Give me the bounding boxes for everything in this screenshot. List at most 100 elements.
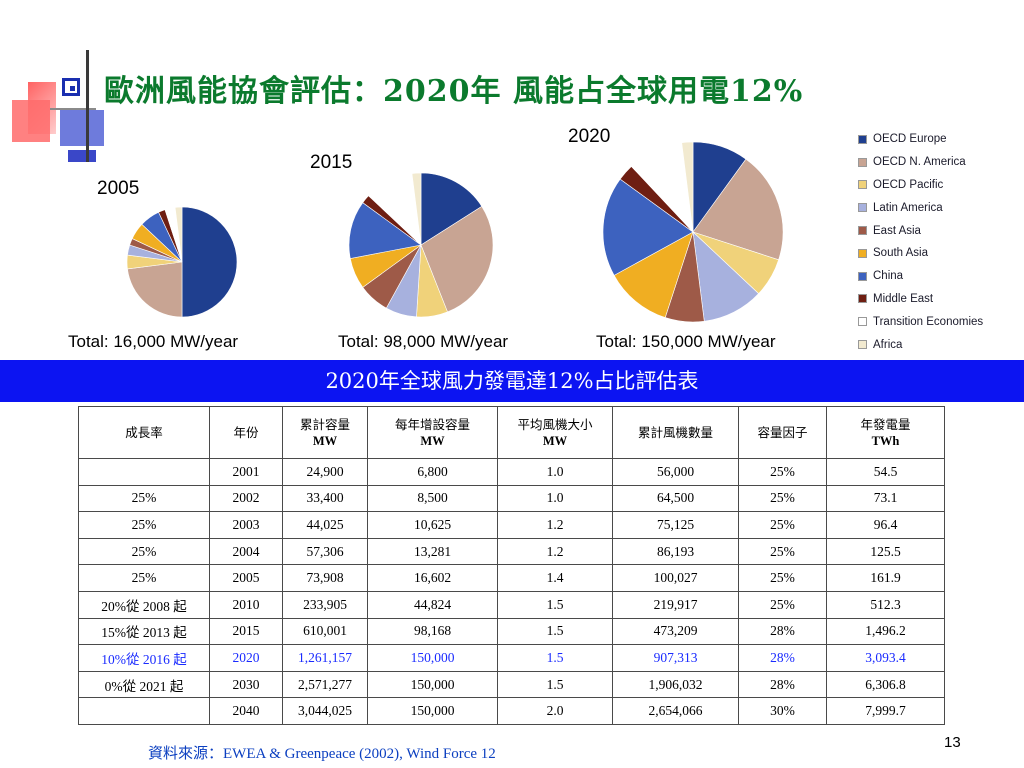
table-cell: 2015 (209, 617, 283, 646)
legend-item: OECD Europe (858, 128, 983, 151)
pie-2015-year-label: 2015 (310, 152, 353, 173)
table-cell: 13,281 (367, 537, 498, 566)
table-cell: 1.0 (497, 484, 613, 513)
table-row: 2040 3,044,025 150,000 2.0 2,654,066 30% 7,999… (78, 697, 945, 725)
source-citation: 資料來源：EWEA & Greenpeace (2002), Wind Forc… (148, 746, 496, 762)
table-row: 25% 2003 44,025 10,625 1.2 75,125 25% 96.4 (78, 511, 945, 539)
table-cell: 28% (738, 617, 827, 646)
table-cell: 30% (738, 697, 827, 725)
table-cell: 2.0 (497, 697, 613, 725)
table-row: 25% 2004 57,306 13,281 1.2 86,193 25% 125.5 (78, 537, 945, 566)
pie-2020-year-label: 2020 (568, 126, 611, 147)
column-header: 年發電量 TWh (826, 406, 945, 459)
column-header-line: 年份 (233, 425, 259, 440)
table-cell: 64,500 (612, 484, 739, 513)
decoration-blue-bar (68, 150, 96, 162)
table-cell: 2040 (209, 697, 283, 725)
table-cell: 6,800 (367, 458, 498, 486)
pie-slice (692, 158, 784, 261)
pie-2005-total: Total: 16,000 MW/year (68, 332, 239, 351)
table-cell: 473,209 (612, 617, 739, 646)
page-number: 13 (944, 734, 961, 751)
pie-2020-total: Total: 150,000 MW/year (596, 332, 776, 351)
legend-item: Middle East (858, 288, 983, 311)
decoration-blue-square (60, 110, 104, 146)
legend-label: Middle East (873, 292, 934, 305)
table-cell: 6,306.8 (826, 670, 945, 699)
table-cell: 512.3 (826, 590, 945, 619)
decoration-horizontal-line (50, 108, 96, 110)
legend-item: Latin America (858, 196, 983, 219)
legend-swatch (858, 248, 867, 258)
table-row: 25% 2002 33,400 8,500 1.0 64,500 25% 73.1 (78, 484, 945, 513)
legend-label: OECD N. America (873, 156, 966, 169)
table-row: 20%從 2008 起 2010 233,905 44,824 1.5 219,917 25… (78, 590, 945, 619)
table-cell: 15%從 2013 起 (78, 617, 210, 646)
table-cell: 2005 (209, 564, 283, 592)
column-header-line: 累計風機數量 (637, 425, 713, 440)
legend-label: OECD Pacific (873, 178, 944, 191)
table-cell: 1,906,032 (612, 670, 739, 699)
table-cell: 2,571,277 (282, 670, 368, 699)
column-header: 年份 (209, 406, 283, 459)
table-cell: 73.1 (826, 484, 945, 513)
table-cell: 150,000 (367, 670, 498, 699)
table-cell: 2,654,066 (612, 697, 739, 725)
table-cell: 44,824 (367, 590, 498, 619)
legend-label: Africa (873, 338, 903, 351)
table-cell: 3,044,025 (282, 697, 368, 725)
legend-item: Africa (858, 333, 983, 356)
legend-swatch (858, 134, 867, 144)
table-body: 2001 24,900 6,800 1.0 56,000 25% 54.5 25% 2002 33… (78, 458, 945, 725)
table-cell: 2003 (209, 511, 283, 539)
column-header: 平均風機大小 MW (497, 406, 613, 459)
legend-label: Transition Economies (873, 315, 984, 328)
pie-slice (420, 172, 483, 246)
column-header-line: 年發電量 (860, 416, 911, 432)
column-header-line: TWh (871, 433, 900, 448)
legend-swatch (858, 226, 867, 236)
pie-slice (420, 206, 494, 313)
table-cell: 25% (738, 511, 827, 539)
table-cell: 33,400 (282, 484, 368, 513)
table-cell: 28% (738, 644, 827, 672)
table-cell: 1,261,157 (282, 644, 368, 672)
table-cell: 73,908 (282, 564, 368, 592)
legend-label: East Asia (873, 224, 921, 237)
column-header-line: MW (312, 433, 338, 448)
table-cell: 1.2 (497, 511, 613, 539)
pie-chart-2020 (602, 141, 784, 323)
table-cell: 1,496.2 (826, 617, 945, 646)
table-cell: 25% (738, 458, 827, 486)
column-header-line: 成長率 (125, 425, 163, 440)
pie-chart-2005 (126, 206, 238, 318)
table-cell: 25% (78, 564, 210, 592)
table-cell: 2001 (209, 458, 283, 486)
table-cell: 57,306 (282, 537, 368, 566)
pie-slice (681, 141, 694, 233)
legend-label: China (873, 270, 904, 283)
column-header: 每年增設容量 MW (367, 406, 498, 459)
table-cell: 16,602 (367, 564, 498, 592)
table-header-row: 成長率 年份 累計容量 MW 每年增設容量 MW 平均風機大小 MW 累計風機數量 容量因子 年發電… (78, 406, 945, 459)
table-cell: 86,193 (612, 537, 739, 566)
legend-item: South Asia (858, 242, 983, 265)
table-cell: 1.2 (497, 537, 613, 566)
legend-label: Latin America (873, 201, 943, 214)
legend-swatch (858, 203, 867, 213)
table-cell: 25% (78, 537, 210, 566)
legend-label: South Asia (873, 247, 928, 260)
wind-forecast-table: 成長率 年份 累計容量 MW 每年增設容量 MW 平均風機大小 MW 累計風機數量 容量因子 年發電… (78, 406, 945, 725)
table-cell: 28% (738, 670, 827, 699)
table-cell: 907,313 (612, 644, 739, 672)
column-header: 容量因子 (738, 406, 827, 459)
column-header-line: MW (542, 433, 568, 448)
table-cell: 233,905 (282, 590, 368, 619)
table-cell: 75,125 (612, 511, 739, 539)
legend-label: OECD Europe (873, 133, 947, 146)
legend-item: Transition Economies (858, 310, 983, 333)
pie-slice (602, 178, 694, 276)
table-cell: 2010 (209, 590, 283, 619)
table-cell: 3,093.4 (826, 644, 945, 672)
table-cell: 25% (738, 590, 827, 619)
